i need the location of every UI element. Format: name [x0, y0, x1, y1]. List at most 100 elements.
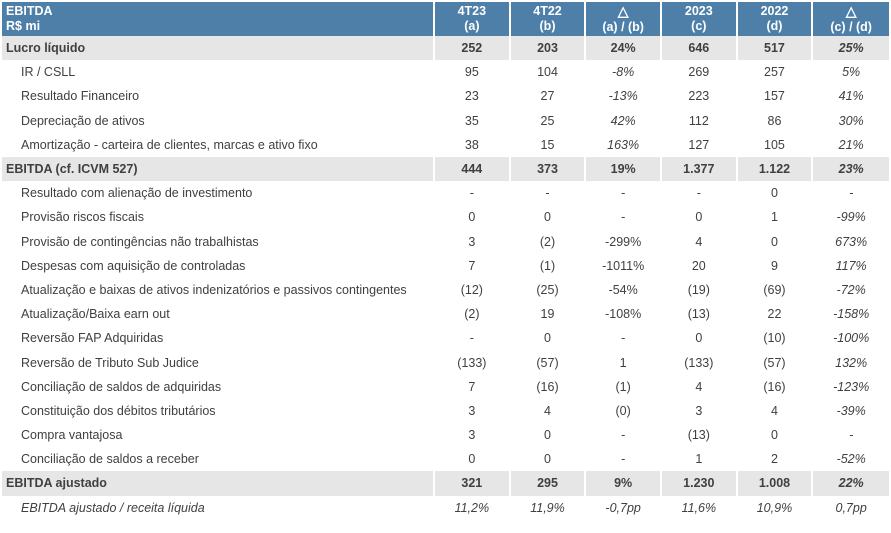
ebitda-table-container: EBITDA R$ mi 4T23 (a) 4T22 (b) △ (a) / (… — [2, 2, 889, 520]
cell-value: (1) — [511, 253, 587, 278]
cell-value: 3 — [435, 398, 511, 423]
row-label: IR / CSLL — [2, 60, 436, 85]
row-label: EBITDA (cf. ICVM 527) — [2, 156, 436, 182]
column-header-delta-quarter: △ (a) / (b) — [586, 2, 662, 36]
row-label: Reversão FAP Adquiridas — [2, 326, 436, 351]
table-header-row: EBITDA R$ mi 4T23 (a) 4T22 (b) △ (a) / (… — [2, 2, 889, 36]
column-header-bottom: (c) — [691, 19, 707, 33]
cell-value: 41% — [838, 89, 864, 104]
cell-value: 0 — [738, 181, 814, 206]
row-label: Compra vantajosa — [2, 423, 436, 448]
row-label: Provisão riscos fiscais — [2, 205, 436, 230]
column-header-bottom: (d) — [766, 19, 783, 33]
table-row: Despesas com aquisição de controladas 7 (1… — [2, 253, 889, 278]
cell-value: 3 — [435, 423, 511, 448]
cell-value: 105 — [738, 132, 814, 157]
cell-value: 673% — [835, 234, 868, 249]
table-row: Provisão riscos fiscais 0 0-0 1 -99% — [2, 205, 889, 230]
cell-value: 7 — [435, 253, 511, 278]
cell-value: (25) — [511, 277, 587, 303]
row-label: Reversão de Tributo Sub Judice — [2, 350, 436, 375]
row-label: EBITDA ajustado / receita líquida — [2, 495, 436, 520]
cell-value: (57) — [738, 350, 814, 375]
cell-value: 3 — [435, 229, 511, 254]
row-label: Atualização e baixas de ativos indenizat… — [2, 277, 436, 303]
cell-value: 4 — [738, 398, 814, 423]
cell-value: 157 — [738, 84, 814, 109]
cell-value: -13% — [586, 84, 662, 109]
column-header-2023: 2023 (c) — [661, 2, 738, 36]
cell-value: -54% — [586, 277, 662, 303]
cell-value: 2 — [738, 447, 814, 472]
cell-value: (12) — [435, 277, 511, 303]
cell-value: 132% — [835, 355, 868, 370]
row-label: Constituição dos débitos tributários — [2, 398, 436, 423]
cell-value: -39% — [836, 403, 866, 418]
cell-value: 23% — [813, 156, 889, 182]
cell-value: 517 — [737, 36, 814, 61]
cell-value: 269 — [662, 60, 738, 85]
table-row: Resultado Financeiro 23 27 -13% 223 157 41% — [2, 84, 889, 109]
table-row: Reversão de Tributo Sub Judice (133) (57) 1… — [2, 350, 889, 375]
cell-value: 444 — [435, 156, 511, 182]
cell-value: - — [849, 428, 854, 443]
cell-value: 11,6% — [662, 495, 738, 520]
column-header-top: 4T22 — [533, 4, 562, 18]
table-total-row: EBITDA ajustado 321 295 9% 1.230 1.008 22% — [2, 471, 889, 496]
cell-value: 0 — [738, 423, 814, 448]
table-row: Resultado com alienação de investimento -… — [2, 181, 889, 206]
row-label: Lucro líquido — [2, 36, 436, 61]
cell-value: 86 — [738, 108, 814, 133]
cell-value: 9 — [738, 253, 814, 278]
cell-value: 0 — [662, 326, 738, 351]
row-label: Resultado com alienação de investimento — [2, 181, 436, 206]
table-title: EBITDA — [6, 4, 53, 18]
cell-value: 9% — [586, 471, 662, 496]
cell-value: -100% — [833, 331, 870, 346]
cell-value: - — [662, 181, 738, 206]
cell-value: 163% — [586, 132, 662, 157]
cell-value: -0,7pp — [586, 495, 662, 520]
cell-value: 1.377 — [661, 156, 738, 182]
table-total-row: Lucro líquido 252 203 24% 646 517 25% — [2, 36, 889, 61]
cell-value: 22 — [738, 302, 814, 327]
cell-value: -1011% — [586, 253, 662, 278]
cell-value: (1) — [586, 374, 662, 399]
cell-value: (16) — [511, 374, 587, 399]
cell-value: 646 — [661, 36, 738, 61]
cell-value: (13) — [662, 423, 738, 448]
cell-value: 0 — [511, 326, 587, 351]
cell-value: - — [586, 181, 662, 206]
cell-value: 0 — [511, 205, 587, 230]
column-header-4t22: 4T22 (b) — [510, 2, 587, 36]
cell-value: (2) — [435, 302, 511, 327]
row-label: Provisão de contingências não trabalhist… — [2, 229, 436, 254]
cell-value: 1 — [738, 205, 814, 230]
column-header-bottom: (b) — [539, 19, 556, 33]
cell-value: 25 — [511, 108, 587, 133]
row-label: Atualização/Baixa earn out — [2, 302, 436, 327]
table-title-cell: EBITDA R$ mi — [2, 2, 436, 36]
cell-value: 203 — [510, 36, 587, 61]
column-header-2022: 2022 (d) — [737, 2, 814, 36]
cell-value: 223 — [662, 84, 738, 109]
table-row: Conciliação de saldos a receber 0 0-1 2 -52% — [2, 447, 889, 472]
cell-value: (16) — [738, 374, 814, 399]
cell-value: - — [586, 447, 662, 472]
cell-value: 0 — [435, 205, 511, 230]
cell-value: - — [849, 186, 854, 201]
column-header-delta-year: △ (c) / (d) — [813, 2, 889, 36]
cell-value: 21% — [838, 137, 864, 152]
cell-value: 127 — [662, 132, 738, 157]
table-row: Atualização e baixas de ativos indenizat… — [2, 277, 889, 303]
cell-value: 1.122 — [737, 156, 814, 182]
cell-value: (2) — [511, 229, 587, 254]
cell-value: (133) — [662, 350, 738, 375]
cell-value: (69) — [738, 277, 814, 303]
cell-value: -8% — [586, 60, 662, 85]
cell-value: 7 — [435, 374, 511, 399]
cell-value: - — [511, 181, 587, 206]
cell-value: 112 — [662, 108, 738, 133]
cell-value: -72% — [836, 282, 866, 297]
cell-value: (10) — [738, 326, 814, 351]
